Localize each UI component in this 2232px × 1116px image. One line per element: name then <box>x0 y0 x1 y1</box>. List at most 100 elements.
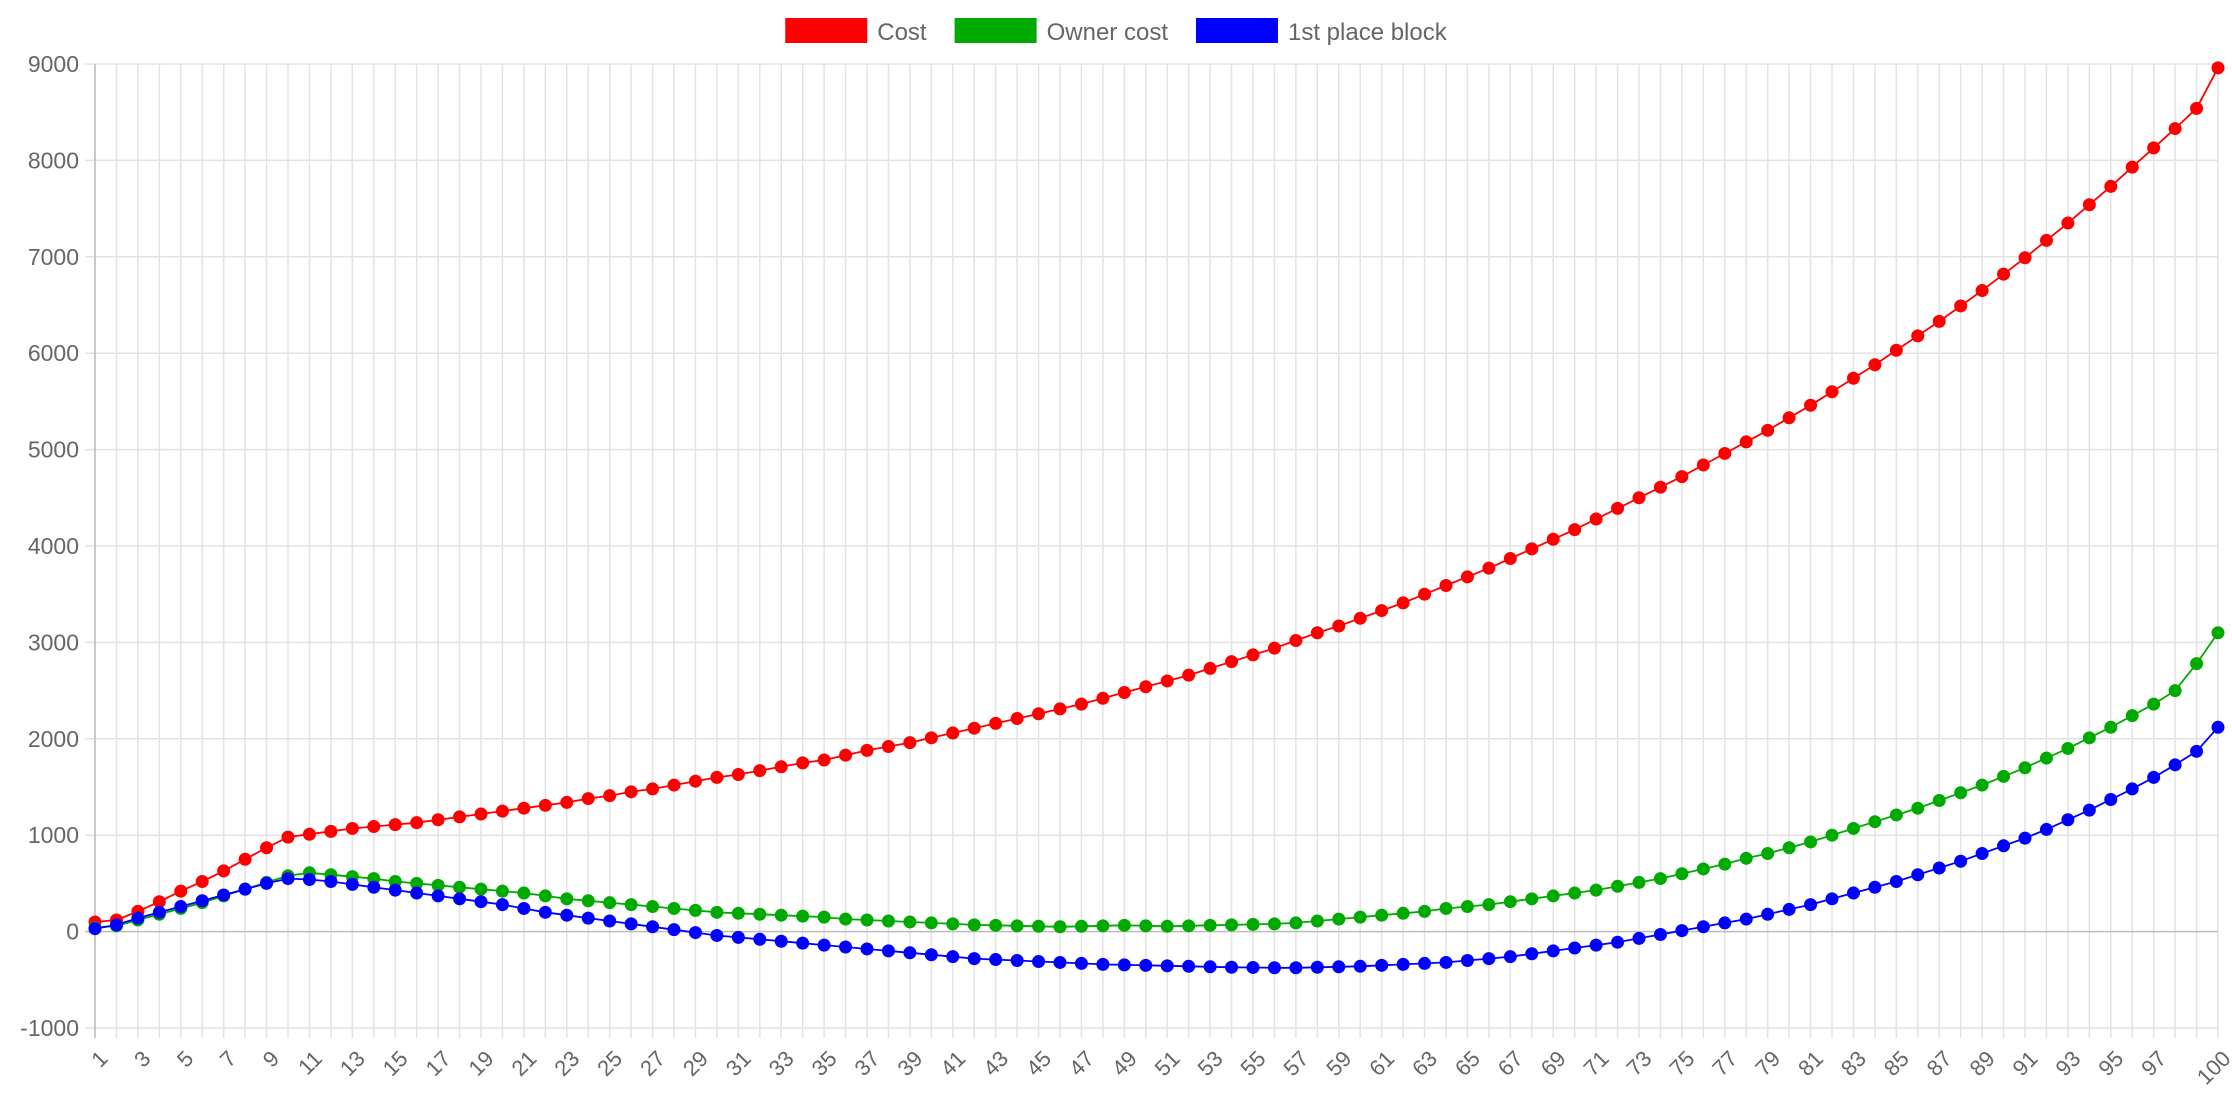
x-tick-label: 61 <box>1364 1046 1399 1081</box>
x-tick-label: 95 <box>2093 1046 2128 1081</box>
data-point <box>1289 916 1303 930</box>
x-tick-label: 89 <box>1965 1046 2000 1081</box>
data-point <box>1182 959 1196 973</box>
data-point <box>1160 959 1174 973</box>
data-point <box>131 911 145 925</box>
data-point <box>1353 910 1367 924</box>
data-point <box>1396 906 1410 920</box>
x-tick-label: 63 <box>1407 1046 1442 1081</box>
data-point <box>2039 233 2053 247</box>
data-point <box>517 901 531 915</box>
data-point <box>1911 868 1925 882</box>
data-point <box>174 884 188 898</box>
legend-item[interactable]: Owner cost <box>954 18 1169 46</box>
data-point <box>1096 919 1110 933</box>
data-point <box>1460 900 1474 914</box>
data-point <box>817 910 831 924</box>
y-tick-label: 7000 <box>28 244 79 270</box>
data-point <box>1332 619 1346 633</box>
data-point <box>1589 883 1603 897</box>
data-point <box>1611 935 1625 949</box>
x-tick-label: 37 <box>850 1046 885 1081</box>
data-point <box>581 792 595 806</box>
data-point <box>1225 918 1239 932</box>
data-point <box>946 950 960 964</box>
grid-lines <box>85 63 2219 1038</box>
data-point <box>753 764 767 778</box>
data-point <box>302 873 316 887</box>
data-point <box>1182 668 1196 682</box>
data-point <box>1289 633 1303 647</box>
data-point <box>2190 657 2204 671</box>
data-point <box>989 953 1003 967</box>
data-point <box>1611 879 1625 893</box>
data-point <box>731 906 745 920</box>
data-point <box>1675 470 1689 484</box>
data-point <box>603 896 617 910</box>
data-point <box>646 920 660 934</box>
series-1st-place-block <box>88 720 2225 975</box>
data-point <box>1160 674 1174 688</box>
data-point <box>667 901 681 915</box>
data-point <box>1182 919 1196 933</box>
data-point <box>1804 835 1818 849</box>
data-point <box>2168 122 2182 136</box>
data-point <box>624 898 638 912</box>
data-point <box>1010 712 1024 726</box>
data-point <box>1761 907 1775 921</box>
data-point <box>174 900 188 914</box>
x-tick-label: 25 <box>592 1046 627 1081</box>
data-point <box>710 770 724 784</box>
x-tick-label: 69 <box>1536 1046 1571 1081</box>
x-tick-label: 83 <box>1836 1046 1871 1081</box>
series-owner-cost <box>88 626 2225 935</box>
data-point <box>924 731 938 745</box>
axes: -1000 0 1000 2000 3000 4000 5000 6000 7000 8000 90… <box>20 51 2232 1090</box>
legend-item[interactable]: 1st place block <box>1195 18 1448 46</box>
data-point <box>1761 423 1775 437</box>
x-tick-label: 65 <box>1450 1046 1485 1081</box>
data-point <box>817 753 831 767</box>
data-point <box>1225 960 1239 974</box>
data-point <box>1503 895 1517 909</box>
data-point <box>1246 648 1260 662</box>
data-point <box>517 886 531 900</box>
x-tick-label: 100 <box>2192 1046 2232 1090</box>
data-point <box>1997 839 2011 853</box>
data-point <box>431 889 445 903</box>
data-point <box>1546 532 1560 546</box>
legend-item[interactable]: Cost <box>785 18 927 46</box>
data-point <box>774 760 788 774</box>
data-point <box>1954 854 1968 868</box>
data-point <box>1954 299 1968 313</box>
data-point <box>2082 198 2096 212</box>
data-point <box>1546 944 1560 958</box>
data-point <box>495 804 509 818</box>
data-point <box>2168 758 2182 772</box>
data-point <box>1761 847 1775 861</box>
data-point <box>474 895 488 909</box>
x-tick-label: 57 <box>1278 1046 1313 1081</box>
data-point <box>453 892 467 906</box>
data-point <box>538 905 552 919</box>
data-point <box>2211 626 2225 640</box>
data-point <box>1117 918 1131 932</box>
data-point <box>195 874 209 888</box>
data-point <box>1503 552 1517 566</box>
x-tick-label: 77 <box>1707 1046 1742 1081</box>
data-point <box>839 940 853 954</box>
data-point <box>1653 927 1667 941</box>
data-point <box>1889 874 1903 888</box>
data-point <box>1310 914 1324 928</box>
data-point <box>1074 956 1088 970</box>
data-point <box>1482 952 1496 966</box>
data-point <box>1439 955 1453 969</box>
data-point <box>217 864 231 878</box>
x-tick-label: 27 <box>635 1046 670 1081</box>
data-point <box>989 716 1003 730</box>
data-point <box>924 916 938 930</box>
data-point <box>2018 831 2032 845</box>
data-point <box>2147 141 2161 155</box>
data-point <box>1053 955 1067 969</box>
data-point <box>2104 179 2118 193</box>
